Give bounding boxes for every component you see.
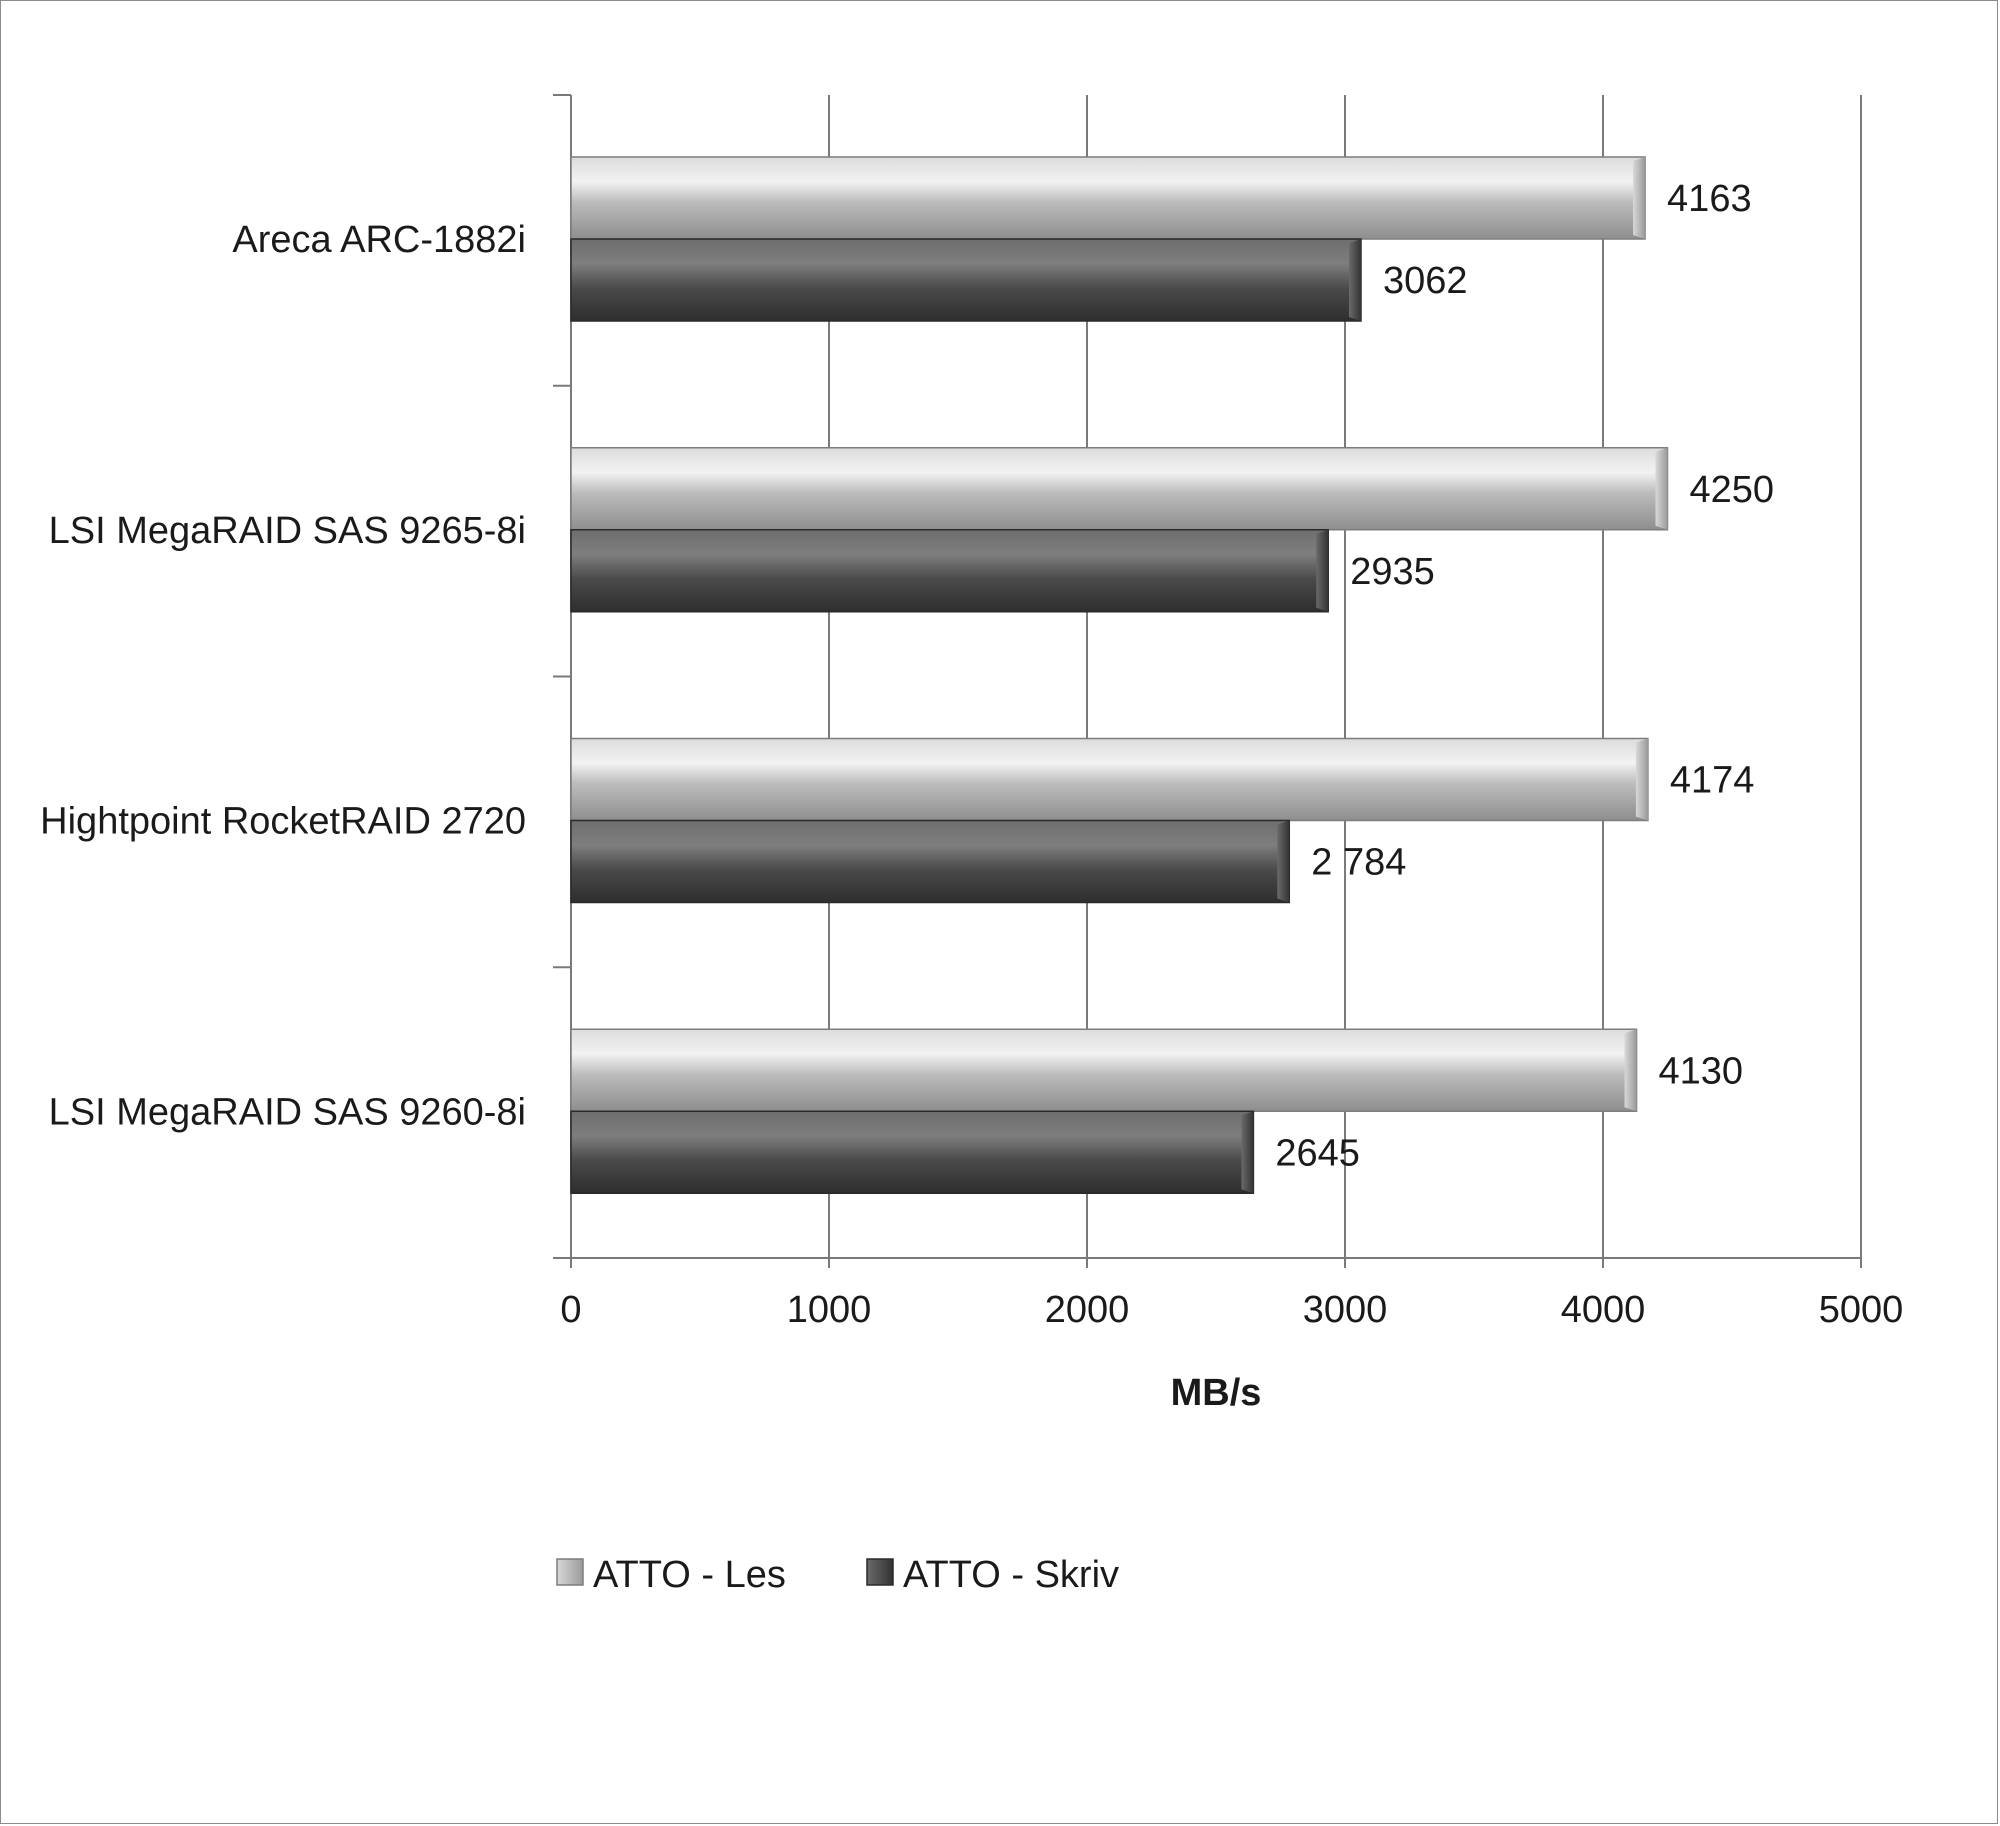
bar-end-cap [1633, 157, 1646, 239]
data-label-les: 4174 [1670, 760, 1755, 802]
legend-swatch [556, 1558, 584, 1586]
legend-item-les: ATTO - Les [556, 1554, 786, 1596]
bar-skriv [570, 238, 1362, 322]
bar-end-cap [1277, 820, 1290, 903]
data-label-skriv: 3062 [1383, 260, 1468, 302]
bar-les [570, 447, 1669, 531]
x-tick-label: 0 [560, 1289, 581, 1331]
legend-item-skriv: ATTO - Skriv [866, 1554, 1119, 1596]
bar-les [570, 737, 1649, 822]
legend-swatch [866, 1558, 894, 1586]
bar-skriv [570, 819, 1291, 904]
legend-label: ATTO - Skriv [903, 1554, 1119, 1596]
data-label-skriv: 2645 [1275, 1132, 1360, 1174]
tick-labels: 0 1000 2000 3000 4000 5000 [560, 1289, 1903, 1331]
data-label-les: 4130 [1659, 1050, 1744, 1092]
bar-skriv [570, 529, 1329, 613]
bar-les [570, 1028, 1638, 1112]
x-axis-title: MB/s [1171, 1372, 1262, 1414]
data-label-skriv: 2 784 [1311, 842, 1406, 884]
data-label-skriv: 2935 [1350, 551, 1435, 593]
bar-end-cap [1241, 1111, 1254, 1194]
data-label-les: 4163 [1667, 178, 1752, 220]
data-label-les: 4250 [1690, 469, 1775, 511]
x-tick-label: 4000 [1561, 1289, 1646, 1331]
bar-end-cap [1635, 738, 1648, 821]
x-tick-label: 1000 [787, 1289, 872, 1331]
bar-skriv [570, 1110, 1255, 1194]
x-tick-label: 5000 [1819, 1289, 1904, 1331]
category-label: LSI MegaRAID SAS 9260-8i [49, 1091, 526, 1133]
legend-label: ATTO - Les [593, 1554, 786, 1596]
bar-end-cap [1655, 447, 1668, 530]
legend: ATTO - Les ATTO - Skriv [556, 1554, 1119, 1596]
category-label: LSI MegaRAID SAS 9265-8i [49, 510, 526, 552]
category-label: Areca ARC-1882i [232, 219, 526, 261]
x-tick-label: 3000 [1303, 1289, 1388, 1331]
category-labels: Areca ARC-1882i LSI MegaRAID SAS 9265-8i H… [40, 219, 526, 1133]
bars [570, 156, 1669, 1194]
bar-les [570, 156, 1646, 240]
x-tick-label: 2000 [1045, 1289, 1130, 1331]
bar-end-cap [1316, 529, 1329, 612]
category-label: Hightpoint RocketRAID 2720 [40, 801, 526, 843]
bar-end-cap [1624, 1029, 1637, 1112]
data-labels: 4163 3062 4250 2935 4174 2 784 4130 2645 [1275, 178, 1774, 1174]
bar-end-cap [1348, 239, 1361, 321]
